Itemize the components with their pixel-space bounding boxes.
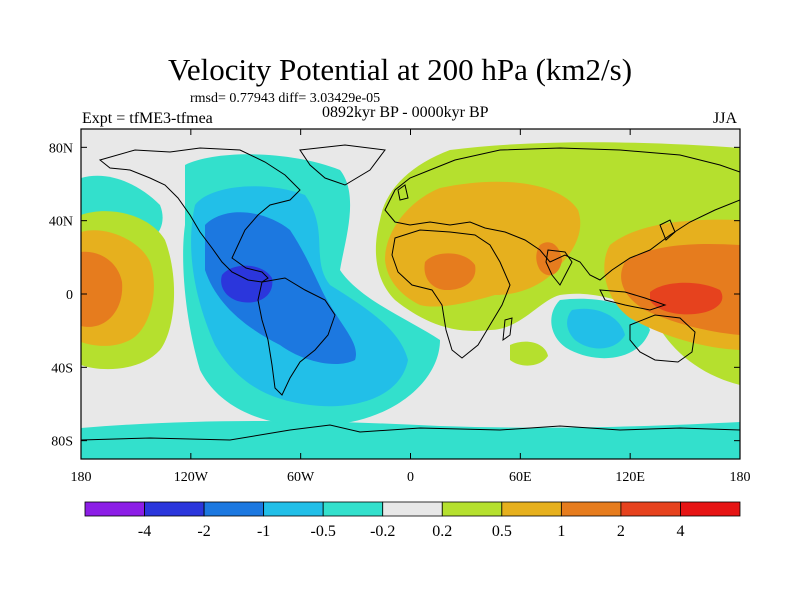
coastlines [81, 144, 740, 441]
colorbar-swatch [203, 501, 265, 517]
colorbar-swatch [441, 501, 503, 517]
coast-japan [659, 219, 676, 241]
contour-fill-layer [81, 129, 740, 459]
colorbar-label: -0.2 [370, 523, 395, 540]
coast-africa [391, 229, 511, 359]
coast-australia [629, 314, 696, 363]
axis-ticks: 180 120W 60W 0 60E 120E 180 80N 40N 0 40S 80S [49, 129, 751, 485]
colorbar-swatch [560, 501, 622, 517]
y-tick-label: 40N [49, 215, 73, 230]
contour-band-neg-0.5 [567, 308, 625, 349]
coast-india [545, 249, 573, 286]
coast-british-isles [397, 184, 409, 201]
colorbar-label: -0.5 [311, 523, 336, 540]
contour-band-pos-1 [424, 253, 476, 290]
contour-band-pos-2 [650, 282, 723, 315]
y-tick-label: 80S [51, 435, 73, 450]
x-tick-label: 180 [730, 470, 751, 485]
coast-indonesia [599, 289, 667, 311]
colorbar-swatch [620, 501, 681, 517]
coast-south-america [257, 277, 336, 396]
y-tick-label: 80N [49, 141, 73, 156]
colorbar-label: -4 [138, 523, 151, 540]
contour-band-neg-1 [205, 212, 356, 365]
coast-antarctica [81, 424, 740, 441]
colorbar-label: -1 [257, 523, 270, 540]
rmsd-diff-stats: rmsd= 0.77943 diff= 3.03429e-05 [190, 91, 381, 106]
colorbar-swatch [263, 501, 324, 517]
colorbar-label: 0.5 [492, 523, 512, 540]
y-tick-label: 40S [51, 361, 73, 376]
contour-band-neg-0.2 [81, 421, 740, 459]
colorbar-swatch [382, 501, 443, 517]
colorbar-swatch [501, 501, 562, 517]
colorbar-label: 4 [676, 523, 684, 540]
period-label: 0892kyr BP - 0000kyr BP [322, 104, 489, 121]
x-tick-label: 60E [509, 470, 532, 485]
x-tick-label: 180 [71, 470, 92, 485]
x-tick-label: 60W [287, 470, 315, 485]
season-label: JJA [713, 110, 738, 127]
contour-band-pos-0.2 [510, 341, 548, 366]
coast-north-america [98, 147, 301, 283]
colorbar-swatch [322, 501, 384, 517]
coast-eurasia [384, 147, 740, 281]
x-tick-label: 120W [174, 470, 209, 485]
colorbar-swatch [84, 501, 145, 517]
colorbar-label: 0.2 [432, 523, 452, 540]
colorbar: -4 -2 -1 -0.5 -0.2 0.2 0.5 1 2 4 [84, 501, 741, 540]
y-tick-label: 0 [66, 288, 73, 303]
colorbar-swatch [680, 501, 741, 517]
coast-greenland [299, 144, 386, 186]
colorbar-label: 2 [617, 523, 625, 540]
contour-band-pos-1 [81, 251, 123, 327]
colorbar-label: 1 [557, 523, 565, 540]
experiment-label: Expt = tfME3-tfmea [82, 110, 213, 127]
colorbar-swatch [144, 501, 205, 517]
x-tick-label: 0 [407, 470, 414, 485]
colorbar-label: -2 [197, 523, 210, 540]
x-tick-label: 120E [615, 470, 645, 485]
page-title: Velocity Potential at 200 hPa (km2/s) [167, 52, 633, 87]
coast-madagascar [502, 317, 513, 342]
